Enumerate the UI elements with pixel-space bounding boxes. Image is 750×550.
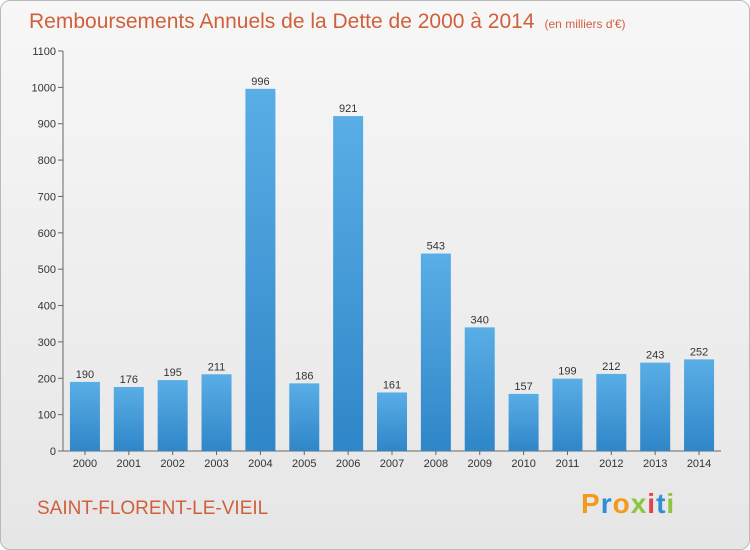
- y-tick-label: 200: [38, 373, 56, 385]
- y-tick-label: 1100: [32, 46, 56, 58]
- bar-2001: [113, 387, 144, 451]
- chart-labels: 190 2000 176 2001 195 2002 211 2003 996 2004 186 20…: [73, 76, 712, 470]
- bar-2010: [508, 393, 539, 451]
- bar-value-label: 195: [163, 367, 181, 379]
- bar-value-label: 340: [471, 314, 489, 326]
- x-tick-label: 2014: [687, 458, 711, 470]
- bar-2013: [640, 362, 671, 451]
- bar-2005: [289, 383, 320, 451]
- bar-value-label: 211: [208, 361, 226, 373]
- chart-title: Remboursements Annuels de la Dette de 20…: [29, 10, 626, 34]
- chart-bars: [69, 88, 715, 452]
- proxiti-logo: Proxiti: [581, 488, 676, 519]
- y-tick-label: 100: [38, 410, 56, 422]
- y-tick-label: 600: [38, 228, 56, 240]
- x-tick-label: 2013: [643, 458, 667, 470]
- y-tick-label: 0: [50, 446, 56, 458]
- y-tick-label: 300: [38, 337, 56, 349]
- y-tick-label: 400: [38, 301, 56, 313]
- bar-2014: [684, 359, 715, 451]
- bar-value-label: 212: [602, 361, 620, 373]
- bar-value-label: 157: [514, 381, 532, 393]
- bar-2009: [464, 327, 495, 451]
- x-tick-label: 2000: [73, 458, 97, 470]
- y-tick-label: 1000: [32, 82, 56, 94]
- bar-value-label: 186: [295, 370, 313, 382]
- x-tick-label: 2002: [160, 458, 184, 470]
- bar-value-label: 199: [558, 366, 576, 378]
- x-tick-label: 2003: [204, 458, 228, 470]
- bar-value-label: 921: [339, 103, 357, 115]
- bar-value-label: 996: [251, 76, 269, 88]
- y-tick-label: 500: [38, 264, 56, 276]
- x-tick-label: 2010: [511, 458, 535, 470]
- bar-2006: [333, 116, 364, 451]
- y-tick-label: 800: [38, 155, 56, 167]
- location-name: SAINT-FLORENT-LE-VIEIL: [37, 498, 269, 519]
- bar-value-label: 176: [120, 374, 138, 386]
- bar-value-label: 543: [427, 241, 445, 253]
- bar-2007: [377, 392, 407, 451]
- bar-2002: [157, 380, 188, 451]
- x-tick-label: 2012: [599, 458, 623, 470]
- bar-2004: [245, 88, 276, 452]
- bar-2000: [69, 381, 100, 451]
- bar-value-label: 161: [383, 379, 401, 391]
- x-tick-label: 2005: [292, 458, 316, 470]
- x-tick-label: 2004: [248, 458, 272, 470]
- y-tick-label: 700: [38, 191, 56, 203]
- bar-value-label: 243: [646, 350, 664, 362]
- bar-2008: [420, 253, 451, 451]
- x-tick-label: 2006: [336, 458, 360, 470]
- bar-2003: [201, 374, 232, 451]
- bar-value-label: 252: [690, 346, 708, 358]
- chart-title-text: Remboursements Annuels de la Dette de 20…: [29, 10, 535, 33]
- x-tick-label: 2009: [467, 458, 491, 470]
- x-tick-label: 2001: [117, 458, 141, 470]
- x-tick-label: 2007: [380, 458, 404, 470]
- chart-unit-label: (en milliers d'€): [544, 17, 626, 31]
- x-tick-label: 2011: [556, 458, 580, 470]
- bar-2011: [552, 378, 583, 451]
- x-tick-label: 2008: [424, 458, 448, 470]
- y-tick-label: 900: [38, 119, 56, 131]
- bar-value-label: 190: [76, 369, 94, 381]
- bar-2012: [596, 373, 627, 451]
